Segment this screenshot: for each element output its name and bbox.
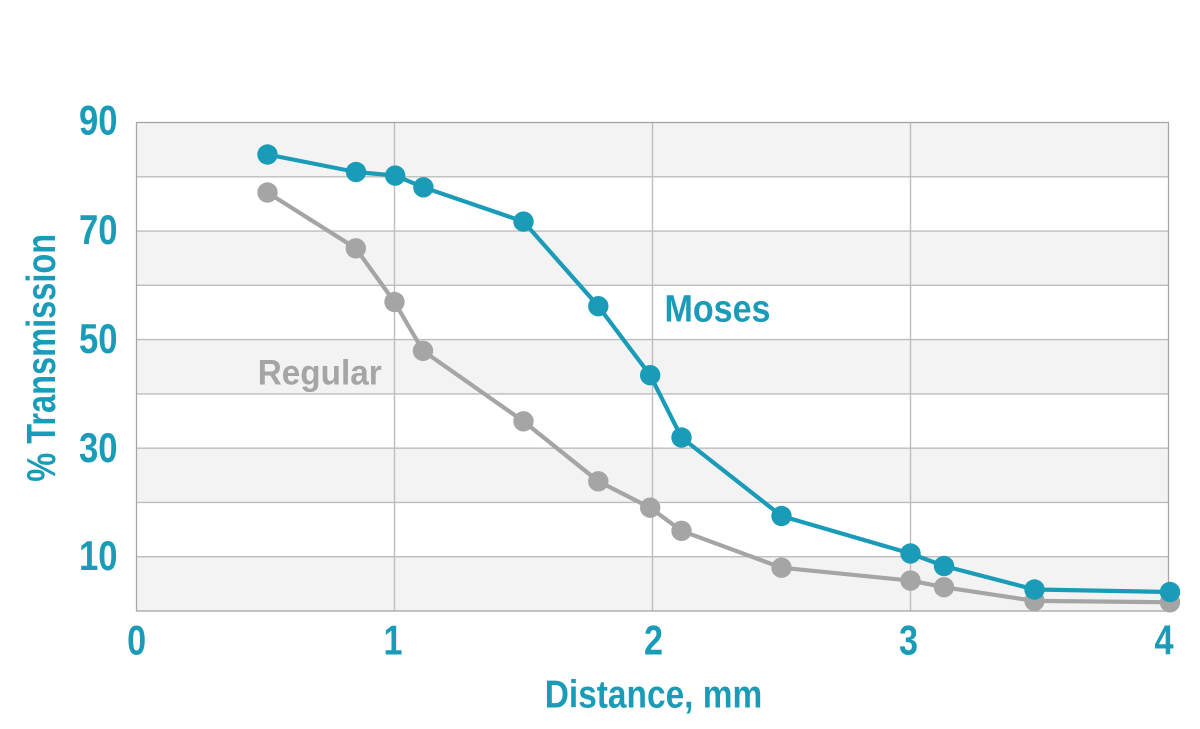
svg-text:2: 2 xyxy=(644,617,663,664)
svg-text:4: 4 xyxy=(1155,617,1175,664)
svg-text:% Transmission: % Transmission xyxy=(18,234,64,482)
svg-text:30: 30 xyxy=(79,424,118,471)
svg-text:90: 90 xyxy=(79,97,118,144)
svg-text:3: 3 xyxy=(899,617,918,664)
svg-text:Distance, mm: Distance, mm xyxy=(545,674,763,717)
svg-text:50: 50 xyxy=(79,315,118,362)
svg-text:10: 10 xyxy=(79,532,118,579)
svg-text:1: 1 xyxy=(384,617,403,664)
svg-text:Moses: Moses xyxy=(665,289,771,331)
svg-text:Regular: Regular xyxy=(258,353,382,393)
svg-text:0: 0 xyxy=(127,617,146,664)
svg-text:70: 70 xyxy=(79,206,118,253)
